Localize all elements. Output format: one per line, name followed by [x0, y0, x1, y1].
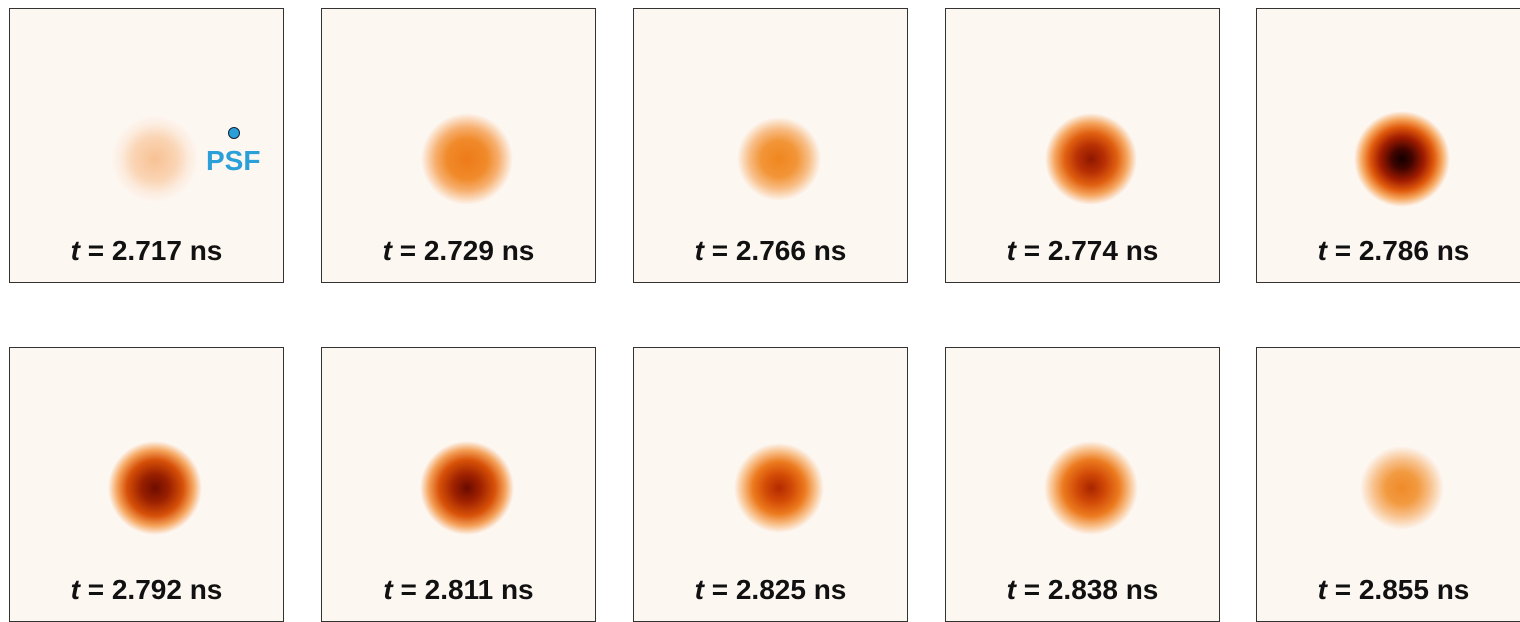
time-label: t = 2.855 ns	[1257, 574, 1520, 606]
time-variable: t	[1318, 574, 1327, 605]
time-relation: =	[712, 574, 728, 605]
intensity-spot	[704, 413, 854, 563]
time-value: 2.766	[736, 235, 806, 266]
time-label: t = 2.786 ns	[1257, 235, 1520, 267]
time-unit: ns	[190, 235, 223, 266]
time-label: t = 2.792 ns	[10, 574, 283, 606]
image-panel: t = 2.774 ns	[945, 8, 1220, 283]
time-relation: =	[1335, 574, 1351, 605]
time-relation: =	[1024, 235, 1040, 266]
time-label: t = 2.838 ns	[946, 574, 1219, 606]
time-variable: t	[695, 574, 704, 605]
time-label: t = 2.717 ns	[10, 235, 283, 267]
intensity-spot	[1327, 84, 1477, 234]
time-value: 2.792	[112, 574, 182, 605]
time-label: t = 2.825 ns	[634, 574, 907, 606]
time-label: t = 2.774 ns	[946, 235, 1219, 267]
time-value: 2.811	[425, 574, 494, 605]
time-relation: =	[88, 235, 104, 266]
time-value: 2.786	[1359, 235, 1429, 266]
time-value: 2.855	[1359, 574, 1429, 605]
time-unit: ns	[1437, 574, 1470, 605]
image-panel: t = 2.838 ns	[945, 347, 1220, 622]
time-unit: ns	[502, 235, 535, 266]
time-unit: ns	[814, 235, 847, 266]
time-relation: =	[1024, 574, 1040, 605]
time-label: t = 2.729 ns	[322, 235, 595, 267]
image-panel: t = 2.766 ns	[633, 8, 908, 283]
image-panel: t = 2.786 ns	[1256, 8, 1520, 283]
psf-marker	[228, 127, 240, 139]
intensity-spot	[392, 84, 542, 234]
time-unit: ns	[190, 574, 223, 605]
time-variable: t	[1318, 235, 1327, 266]
time-variable: t	[383, 574, 392, 605]
time-variable: t	[1007, 235, 1016, 266]
time-variable: t	[71, 574, 80, 605]
time-relation: =	[712, 235, 728, 266]
time-unit: ns	[1126, 574, 1159, 605]
time-variable: t	[695, 235, 704, 266]
time-unit: ns	[501, 574, 534, 605]
figure: {"variable": "t", "relation": "=", "unit…	[0, 0, 1520, 617]
image-panel: t = 2.792 ns	[9, 347, 284, 622]
intensity-spot	[1016, 84, 1166, 234]
time-relation: =	[1335, 235, 1351, 266]
time-unit: ns	[1126, 235, 1159, 266]
time-relation: =	[400, 235, 416, 266]
time-variable: t	[383, 235, 392, 266]
intensity-spot	[1016, 413, 1166, 563]
time-relation: =	[88, 574, 104, 605]
time-value: 2.717	[112, 235, 182, 266]
intensity-spot	[80, 413, 230, 563]
intensity-spot	[392, 413, 542, 563]
time-value: 2.729	[424, 235, 494, 266]
image-panel: t = 2.729 ns	[321, 8, 596, 283]
time-value: 2.774	[1048, 235, 1118, 266]
image-panel: t = 2.825 ns	[633, 347, 908, 622]
time-label: t = 2.811 ns	[322, 574, 595, 606]
image-panel: t = 2.717 ns PSF	[9, 8, 284, 283]
time-unit: ns	[1437, 235, 1470, 266]
time-label: t = 2.766 ns	[634, 235, 907, 267]
time-value: 2.838	[1048, 574, 1118, 605]
psf-label: PSF	[206, 145, 260, 177]
image-panel: t = 2.811 ns	[321, 347, 596, 622]
time-relation: =	[400, 574, 416, 605]
time-variable: t	[71, 235, 80, 266]
time-value: 2.825	[736, 574, 806, 605]
time-variable: t	[1007, 574, 1016, 605]
intensity-spot	[704, 84, 854, 234]
intensity-spot	[1327, 413, 1477, 563]
time-unit: ns	[814, 574, 847, 605]
image-panel: t = 2.855 ns	[1256, 347, 1520, 622]
